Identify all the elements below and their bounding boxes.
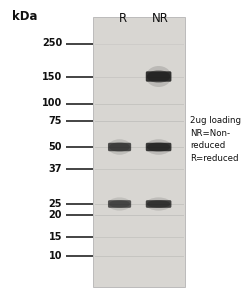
FancyBboxPatch shape [146,200,171,208]
Text: 15: 15 [49,232,62,242]
Text: 150: 150 [42,71,62,82]
Text: 20: 20 [49,210,62,220]
Bar [93,16,185,286]
Ellipse shape [146,197,171,211]
Text: 100: 100 [42,98,62,109]
Ellipse shape [109,200,130,208]
Text: NR: NR [151,12,168,25]
Text: 37: 37 [49,164,62,174]
Ellipse shape [109,142,130,152]
Ellipse shape [147,142,170,152]
Text: 25: 25 [49,199,62,209]
Text: kDa: kDa [12,11,37,23]
Ellipse shape [146,66,171,87]
Text: 250: 250 [42,38,62,49]
FancyBboxPatch shape [108,200,131,208]
Text: R: R [119,12,127,25]
Text: 10: 10 [49,250,62,261]
Ellipse shape [108,139,131,155]
Ellipse shape [108,197,131,211]
FancyBboxPatch shape [146,143,171,151]
Text: 2ug loading
NR=Non-
reduced
R=reduced: 2ug loading NR=Non- reduced R=reduced [190,116,241,163]
FancyBboxPatch shape [108,143,131,151]
Text: 50: 50 [49,142,62,152]
Ellipse shape [146,139,171,155]
Text: 75: 75 [49,116,62,126]
Ellipse shape [147,200,170,208]
Ellipse shape [147,70,170,83]
FancyBboxPatch shape [146,71,171,82]
